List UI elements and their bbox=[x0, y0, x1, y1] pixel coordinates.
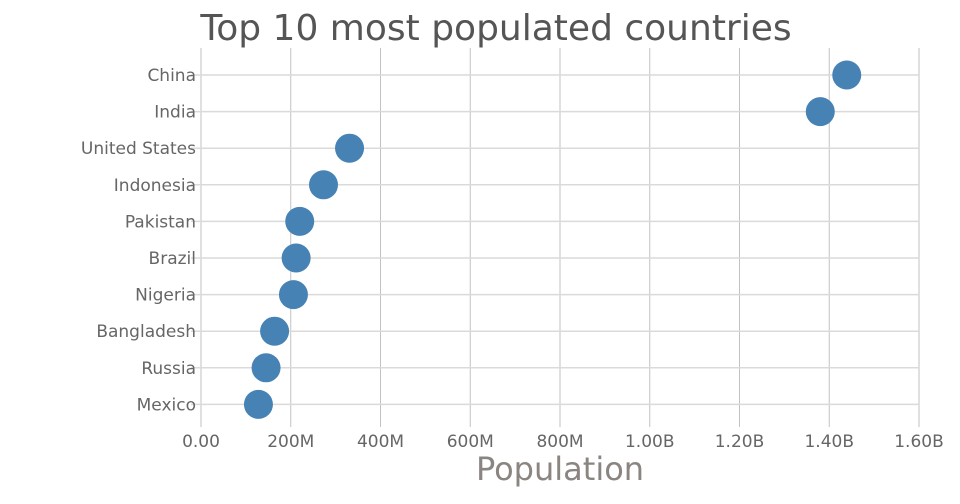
x-tick-label: 1.40B bbox=[804, 432, 854, 452]
x-tick-label: 1.60B bbox=[894, 432, 944, 452]
data-point-indonesia bbox=[309, 170, 339, 200]
data-point-pakistan bbox=[285, 206, 315, 236]
data-point-russia bbox=[251, 353, 281, 383]
x-tick-label: 600M bbox=[447, 432, 494, 452]
data-point-mexico bbox=[243, 389, 273, 419]
x-tick-label: 800M bbox=[536, 432, 583, 452]
data-point-bangladesh bbox=[260, 316, 290, 346]
x-tick-labels: 0.00 200M 400M 600M 800M 1.00B 1.20B 1.40B 1.60B bbox=[182, 432, 944, 452]
grid bbox=[191, 48, 920, 427]
y-tick-label: Indonesia bbox=[114, 176, 196, 196]
y-tick-label: India bbox=[154, 103, 196, 123]
data-point-china bbox=[832, 60, 862, 90]
y-tick-labels: China India United States Indonesia Pakistan… bbox=[81, 66, 196, 415]
data-point-brazil bbox=[281, 243, 311, 273]
data-points bbox=[243, 60, 862, 419]
y-tick-label: United States bbox=[81, 139, 196, 159]
x-tick-label: 400M bbox=[357, 432, 404, 452]
y-tick-label: Pakistan bbox=[125, 212, 196, 232]
y-tick-label: Bangladesh bbox=[96, 322, 196, 342]
data-point-united-states bbox=[335, 133, 365, 163]
y-tick-label: China bbox=[147, 66, 196, 86]
x-tick-label: 0.00 bbox=[182, 432, 220, 452]
data-point-nigeria bbox=[278, 280, 308, 310]
x-axis-label: Population bbox=[476, 450, 644, 488]
x-tick-label: 1.20B bbox=[715, 432, 765, 452]
y-tick-label: Mexico bbox=[137, 395, 196, 415]
data-point-india bbox=[805, 97, 835, 127]
x-tick-label: 200M bbox=[267, 432, 314, 452]
y-tick-label: Nigeria bbox=[135, 286, 196, 306]
chart-title: Top 10 most populated countries bbox=[199, 8, 791, 49]
x-tick-label: 1.00B bbox=[625, 432, 675, 452]
y-tick-label: Russia bbox=[141, 359, 196, 379]
y-tick-label: Brazil bbox=[149, 249, 196, 269]
